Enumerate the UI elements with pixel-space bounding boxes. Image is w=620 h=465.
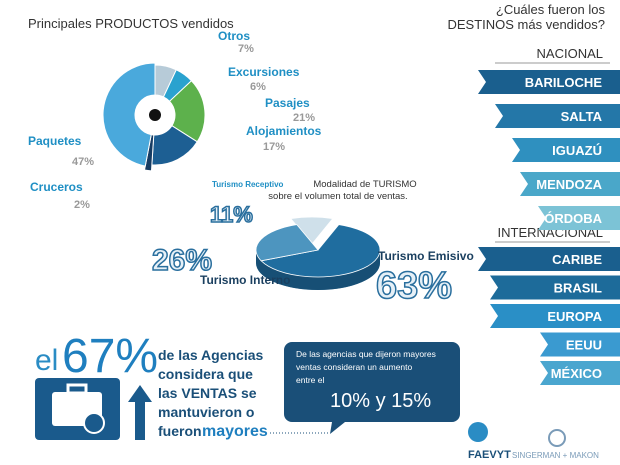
logo-mark [468,422,488,442]
destination-bar [478,247,620,271]
destination-label: SALTA [561,109,603,124]
destination-bar [478,70,620,94]
destination-label: BARILOCHE [525,75,603,90]
destination-label: MENDOZA [536,177,602,192]
destination-label: EEUU [566,338,602,353]
highlight-line: de las Agencias [158,347,264,363]
highlight-line: mantuvieron o [158,404,254,420]
donut-segment [102,62,156,167]
callout-box [284,342,460,434]
callout-line: entre el [296,375,324,385]
destination-label: MÉXICO [551,366,602,381]
donut-label: Otros [218,29,250,43]
donut-center [149,109,161,121]
pie-slice [260,224,381,278]
donut-label: Alojamientos [246,124,322,138]
donut-value-label: 21% [293,112,315,124]
logo-sm: SINGERMAN + MAKON [512,451,599,460]
destination-label: BRASIL [554,281,602,296]
briefcase-icon [35,378,152,440]
donut-label: Pasajes [265,96,310,110]
pie-slice [255,224,319,262]
destination-label: CARIBE [552,252,602,267]
destination-label: EUROPA [547,309,602,324]
donut-value-label: 7% [238,43,254,55]
highlight-line: considera que [158,366,253,382]
highlight-el: el [35,344,58,377]
donut-value-label: 47% [72,156,94,168]
pie-subtitle: sobre el volumen total de ventas. [268,191,407,202]
donut-value-label: 17% [263,141,285,153]
destination-bar [512,138,620,162]
destination-bar [540,332,620,357]
donut-title: Principales PRODUCTOS vendidos [28,16,234,31]
pie-value-label: 11% [210,202,253,227]
destination-bar [490,275,620,300]
destination-bar [538,206,620,230]
destination-bar [540,361,620,385]
nacional-label: NACIONAL [537,46,603,61]
callout-line: ventas consideran un aumento [296,362,413,372]
highlight-pct: 67% [62,330,158,383]
destination-bar [520,172,620,196]
callout-range: 10% y 15% [330,390,431,412]
pie-value-label: 63% [376,265,452,307]
logo-mark [548,429,566,447]
highlight-line: las VENTAS se [158,385,257,401]
destination-label: CÓRDOBA [535,211,603,226]
dest-title: DESTINOS más vendidos? [447,17,605,32]
pie-label: Turismo Interno [200,273,290,287]
dest-title: ¿Cuáles fueron los [496,2,606,17]
destination-bar [495,104,620,128]
logo-faevyt: FAEVYT [468,449,511,461]
donut-label: Cruceros [30,180,83,194]
pie-value-label: 26% [152,244,212,277]
donut-label: Excursiones [228,65,300,79]
highlight-line: fueron [158,423,202,439]
pie-title: Modalidad de TURISMO [313,179,416,190]
donut-label: Paquetes [28,134,82,148]
pie-label: Turismo Emisivo [378,249,474,263]
highlight-bold: mayores [202,423,268,440]
callout-line: De las agencias que dijeron mayores [296,349,436,359]
pie-slice [290,216,334,245]
pie-label: Turismo Receptivo [212,180,284,189]
donut-value-label: 2% [74,199,90,211]
donut-value-label: 6% [250,81,266,93]
pie-side [256,250,380,290]
destination-label: IGUAZÚ [552,143,602,158]
destination-bar [490,304,620,328]
